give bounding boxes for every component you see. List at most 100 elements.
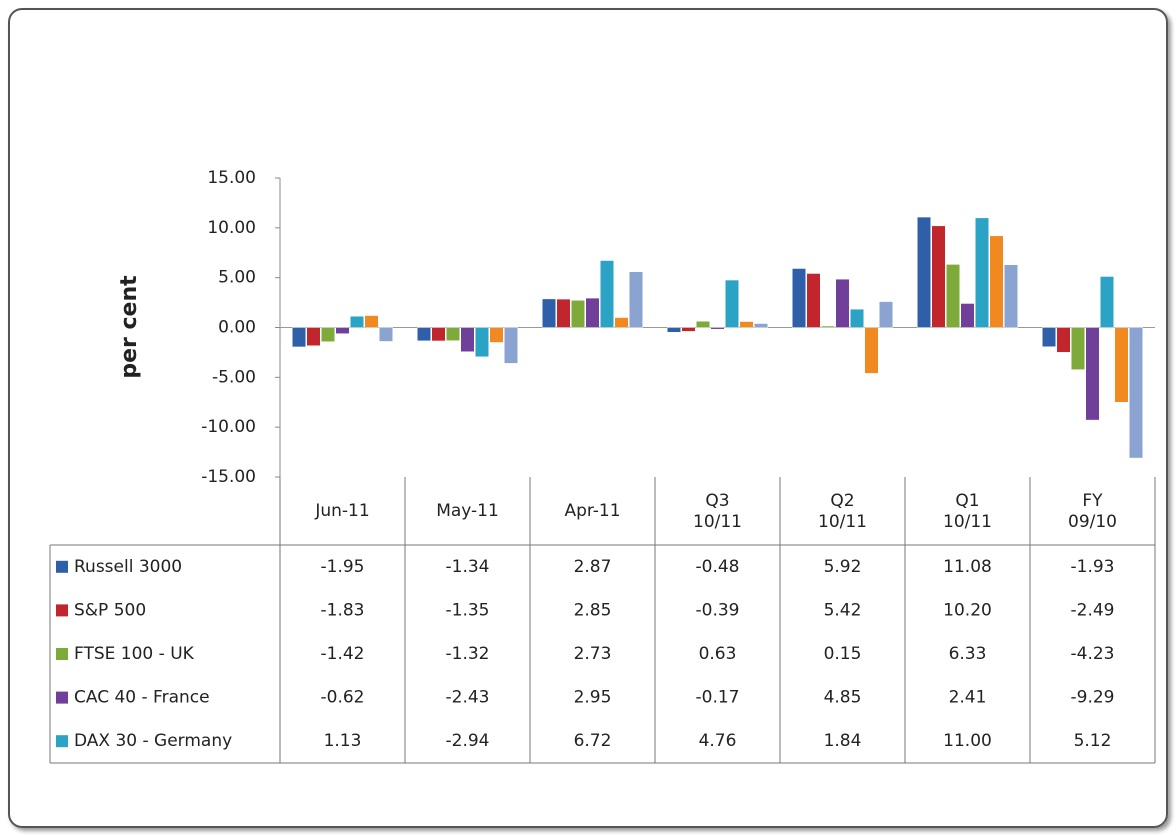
- y-tick-label: -15.00: [201, 467, 256, 487]
- x-tick-label-line: 10/11: [693, 512, 742, 532]
- table-value: -2.49: [1071, 600, 1115, 620]
- bar: [739, 321, 754, 328]
- bar: [321, 327, 335, 342]
- legend-marker: [56, 604, 68, 617]
- bar: [917, 216, 931, 328]
- bar: [946, 264, 960, 328]
- table-value: -1.32: [446, 644, 490, 664]
- table-value: 1.13: [324, 731, 362, 751]
- x-tick-label: Q3 10/11: [693, 491, 742, 532]
- bar: [960, 303, 975, 328]
- frame: [8, 8, 1168, 828]
- bar: [475, 327, 489, 358]
- x-tick-label: FY 09/10: [1068, 491, 1117, 532]
- bar: [975, 217, 989, 328]
- x-tick-label: Q2 10/11: [818, 491, 867, 532]
- bar: [417, 327, 431, 342]
- bar: [556, 298, 571, 328]
- bar: [629, 271, 643, 328]
- bar: [1085, 327, 1100, 421]
- table-value: 11.08: [943, 557, 992, 577]
- table-value: -1.42: [321, 644, 365, 664]
- bar: [710, 327, 725, 330]
- bar: [1042, 327, 1056, 347]
- bar: [850, 308, 864, 328]
- bar: [1100, 276, 1114, 328]
- table-value: -1.83: [321, 600, 365, 620]
- bar: [696, 320, 710, 328]
- y-tick-label: -10.00: [201, 417, 256, 437]
- table-value: -1.93: [1071, 557, 1115, 577]
- table-value: 4.85: [824, 688, 862, 708]
- x-tick-label-line: Q1: [955, 491, 979, 511]
- bar: [460, 327, 475, 352]
- x-tick-label-line: 09/10: [1068, 512, 1117, 532]
- bar: [585, 297, 600, 328]
- legend-marker: [56, 648, 68, 660]
- x-tick-label: Jun-11: [314, 501, 369, 521]
- table-value: -4.23: [1071, 644, 1115, 664]
- bar: [667, 327, 681, 333]
- table-value: -1.34: [446, 557, 490, 577]
- bar: [1129, 327, 1143, 459]
- bar: [489, 327, 504, 343]
- legend-marker: [56, 560, 68, 573]
- table-value: 6.33: [949, 644, 987, 664]
- bar: [792, 268, 806, 328]
- x-tick-label: May-11: [436, 501, 499, 521]
- legend-marker: [56, 691, 68, 704]
- bar: [989, 235, 1004, 328]
- bar: [806, 273, 821, 328]
- x-tick-label-line: 10/11: [943, 512, 992, 532]
- bar: [931, 225, 946, 328]
- x-tick-label: Apr-11: [564, 501, 620, 521]
- legend-label: S&P 500: [74, 600, 146, 620]
- table-value: 2.87: [574, 557, 612, 577]
- y-tick-label: 10.00: [207, 218, 256, 238]
- bar: [1071, 327, 1085, 370]
- bar: [614, 317, 629, 328]
- bar: [542, 298, 556, 328]
- bar: [306, 327, 321, 346]
- bar: [600, 260, 614, 328]
- bar: [571, 300, 585, 328]
- bar: [379, 327, 393, 342]
- table-value: -1.35: [446, 600, 490, 620]
- table-value: 11.00: [943, 731, 992, 751]
- bar: [335, 327, 350, 334]
- y-tick-label: 5.00: [218, 268, 256, 288]
- bar: [1004, 264, 1018, 328]
- bar: [364, 315, 379, 328]
- table-value: -0.48: [696, 557, 740, 577]
- x-tick-label-line: Q2: [830, 491, 854, 511]
- bar: [754, 323, 768, 328]
- table-value: 2.41: [949, 688, 987, 708]
- table-value: -0.17: [696, 688, 740, 708]
- bar: [821, 325, 835, 328]
- table-value: 5.42: [824, 600, 862, 620]
- table-value: -0.39: [696, 600, 740, 620]
- table-value: 2.73: [574, 644, 612, 664]
- table-value: -2.43: [446, 688, 490, 708]
- bar: [864, 327, 879, 374]
- bar: [835, 278, 850, 328]
- table-value: -1.95: [321, 557, 365, 577]
- x-tick-label-line: 10/11: [818, 512, 867, 532]
- legend-label: CAC 40 - France: [74, 688, 210, 708]
- bar: [1056, 327, 1071, 353]
- bar: [292, 327, 306, 348]
- table-value: 0.15: [824, 644, 862, 664]
- y-tick-label: 15.00: [207, 168, 256, 188]
- table-value: 4.76: [699, 731, 737, 751]
- bar: [879, 301, 893, 328]
- table-value: 5.12: [1074, 731, 1112, 751]
- legend-marker: [56, 735, 68, 748]
- table-value: -0.62: [321, 688, 365, 708]
- bar: [681, 327, 696, 332]
- x-tick-label-line: FY: [1082, 491, 1103, 511]
- table-value: -2.94: [446, 731, 490, 751]
- bar: [446, 327, 460, 341]
- table-value: 6.72: [574, 731, 612, 751]
- y-axis-title: per cent: [117, 275, 142, 379]
